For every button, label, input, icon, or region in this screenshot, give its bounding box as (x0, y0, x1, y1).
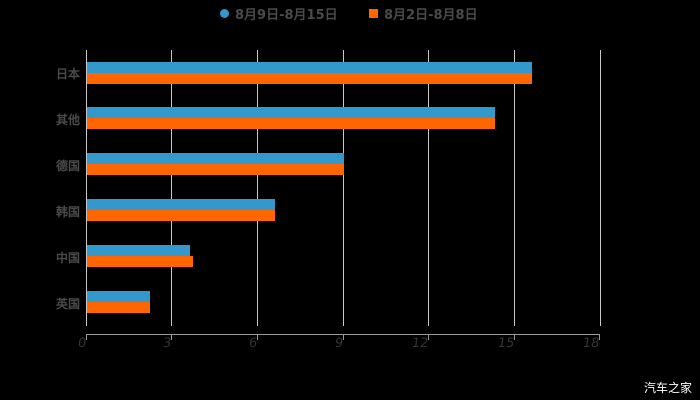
y-axis-line (86, 50, 87, 326)
bar[interactable] (87, 164, 344, 175)
gridline (171, 50, 172, 326)
legend-label: 8月9日-8月15日 (235, 7, 338, 23)
bar[interactable] (87, 256, 193, 267)
legend-item-series-2[interactable]: 8月2日-8月8日 (369, 4, 478, 23)
x-axis-tick (514, 334, 515, 340)
gridline (257, 50, 258, 326)
x-tick-label: 6 (247, 336, 259, 351)
x-axis-tick (599, 334, 600, 340)
bar[interactable] (87, 118, 495, 129)
x-tick-label: 3 (161, 336, 173, 351)
category-label: 德国 (55, 159, 80, 173)
gridline (343, 50, 344, 326)
bar[interactable] (87, 302, 150, 313)
legend-item-series-1[interactable]: 8月9日-8月15日 (220, 4, 338, 23)
x-tick-label: 9 (333, 336, 345, 351)
gridline (514, 50, 515, 326)
x-tick-label: 15 (496, 336, 516, 351)
x-axis-tick (343, 334, 344, 340)
x-tick-label: 0 (76, 336, 88, 351)
x-axis-tick (257, 334, 258, 340)
legend-label: 8月2日-8月8日 (384, 7, 478, 23)
bar[interactable] (87, 245, 190, 256)
x-axis-tick (86, 334, 87, 340)
bar[interactable] (87, 153, 344, 164)
watermark: 汽车之家 (643, 381, 692, 395)
category-label: 中国 (55, 251, 80, 265)
category-label: 英国 (55, 297, 80, 311)
x-tick-label: 18 (581, 336, 601, 351)
x-tick-label: 12 (410, 336, 430, 351)
chart-legend: 8月9日-8月15日 8月2日-8月8日 (0, 4, 700, 23)
category-label: 其他 (55, 113, 80, 127)
category-label: 韩国 (55, 205, 80, 219)
circle-marker-icon (220, 8, 229, 18)
x-axis-tick (171, 334, 172, 340)
bar[interactable] (87, 62, 532, 73)
category-label: 日本 (55, 67, 80, 81)
bar[interactable] (87, 210, 275, 221)
bar[interactable] (87, 291, 150, 302)
x-axis-tick (428, 334, 429, 340)
square-marker-icon (369, 8, 378, 18)
gridline (428, 50, 429, 326)
bar[interactable] (87, 73, 532, 84)
bar[interactable] (87, 199, 275, 210)
gridline (600, 50, 601, 326)
bar[interactable] (87, 107, 495, 118)
